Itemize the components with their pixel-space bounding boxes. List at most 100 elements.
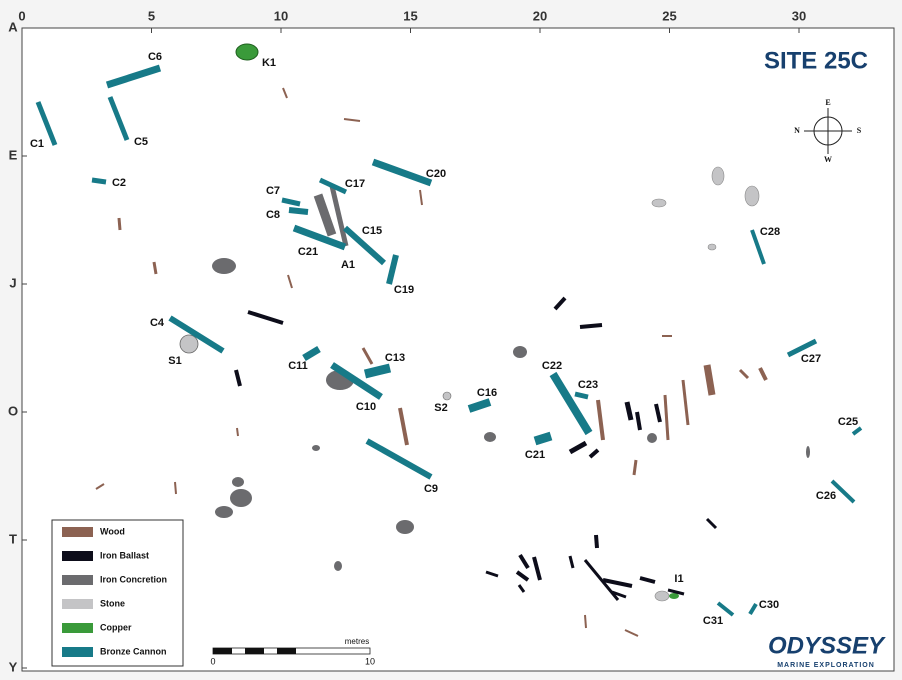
feature-label: C22 [542, 360, 562, 372]
feature-label: C17 [345, 178, 365, 190]
feature-label: C25 [838, 416, 858, 428]
cannon [574, 391, 589, 400]
feature-label: C15 [362, 225, 382, 237]
feature-label: A1 [341, 259, 355, 271]
feature-label: C30 [759, 599, 779, 611]
cannon [533, 431, 553, 446]
logo-tagline: MARINE EXPLORATION [777, 662, 875, 669]
ballast [247, 310, 284, 325]
wood [95, 483, 105, 490]
concretion [232, 477, 244, 487]
wood [596, 399, 605, 441]
ballast [611, 590, 627, 599]
row-label: O [8, 403, 18, 418]
concretion [484, 432, 496, 442]
cannon [750, 229, 766, 265]
compass-label: N [794, 126, 800, 135]
cannon [748, 602, 758, 616]
legend-label: Copper [100, 622, 132, 632]
column-label: 10 [274, 8, 288, 23]
column-label: 20 [533, 8, 547, 23]
ballast [532, 556, 542, 581]
ballast [588, 448, 600, 459]
feature-label: I1 [674, 573, 683, 585]
ballast [553, 296, 567, 311]
cannon [851, 426, 863, 436]
ballast [705, 517, 718, 530]
cannon [786, 338, 818, 358]
scale-segment [213, 648, 232, 654]
ballast [602, 578, 633, 588]
feature-label: C26 [816, 490, 836, 502]
ballast [579, 323, 603, 329]
legend-swatch [62, 527, 93, 537]
scale-unit: metres [345, 637, 369, 646]
cannon [168, 315, 225, 354]
concretion [212, 258, 236, 274]
ballast [624, 401, 634, 421]
feature-label: C21 [525, 449, 545, 461]
feature-label: C13 [385, 352, 405, 364]
row-label: Y [9, 659, 18, 674]
cannon [302, 345, 321, 362]
ballast [234, 369, 242, 387]
wood [584, 614, 587, 629]
stone [707, 243, 717, 251]
row-label: T [9, 531, 17, 546]
wood [419, 189, 423, 206]
ballast [639, 576, 656, 584]
legend-swatch [62, 623, 93, 633]
concretion [312, 445, 320, 451]
legend-label: Iron Ballast [100, 550, 149, 560]
wood [663, 394, 670, 441]
scale-segment [245, 648, 264, 654]
feature-label: C10 [356, 401, 376, 413]
wood [287, 274, 293, 289]
cannon [549, 371, 593, 436]
cannon [467, 398, 492, 413]
stone [711, 166, 725, 186]
concretion [396, 520, 414, 534]
cannon [281, 197, 301, 207]
column-label: 15 [403, 8, 417, 23]
concretion [215, 506, 233, 518]
feature-label: C27 [801, 353, 821, 365]
features [35, 43, 863, 637]
ballast [515, 570, 530, 582]
feature-label: K1 [262, 57, 276, 69]
compass-label: W [824, 155, 832, 164]
wood [361, 347, 374, 365]
wood [117, 217, 122, 231]
legend-swatch [62, 647, 93, 657]
cannon [830, 479, 856, 504]
feature-label: C21 [298, 246, 318, 258]
column-label: 30 [792, 8, 806, 23]
cannon [35, 101, 58, 146]
wood [681, 379, 690, 426]
ballast [485, 570, 499, 578]
concretion [806, 446, 810, 458]
legend: Wood Iron Ballast Iron Concretion Stone Copp… [62, 526, 167, 657]
feature-label: C31 [703, 615, 723, 627]
feature-label: C16 [477, 387, 497, 399]
feature-labels: K1 C6 C1 C5 C2 C7 C17 C20 C8 C15 C21 A1 … [30, 51, 858, 627]
compass [804, 108, 852, 154]
legend-swatch [62, 575, 93, 585]
legend-label: Stone [100, 598, 125, 608]
column-label: 0 [18, 8, 25, 23]
wood [398, 407, 409, 446]
logo-name: ODYSSEY [768, 632, 886, 659]
scale-label: 0 [210, 656, 215, 666]
cannon [363, 363, 392, 379]
ballast [594, 534, 599, 549]
compass-label: E [825, 98, 830, 107]
column-label: 25 [662, 8, 676, 23]
feature-label: C7 [266, 185, 280, 197]
ballast [635, 411, 642, 431]
compass-label: S [857, 126, 862, 135]
cannon [342, 225, 387, 266]
cannon [365, 438, 433, 480]
wood [758, 367, 768, 381]
cannon [371, 158, 433, 187]
cannon [318, 177, 348, 195]
